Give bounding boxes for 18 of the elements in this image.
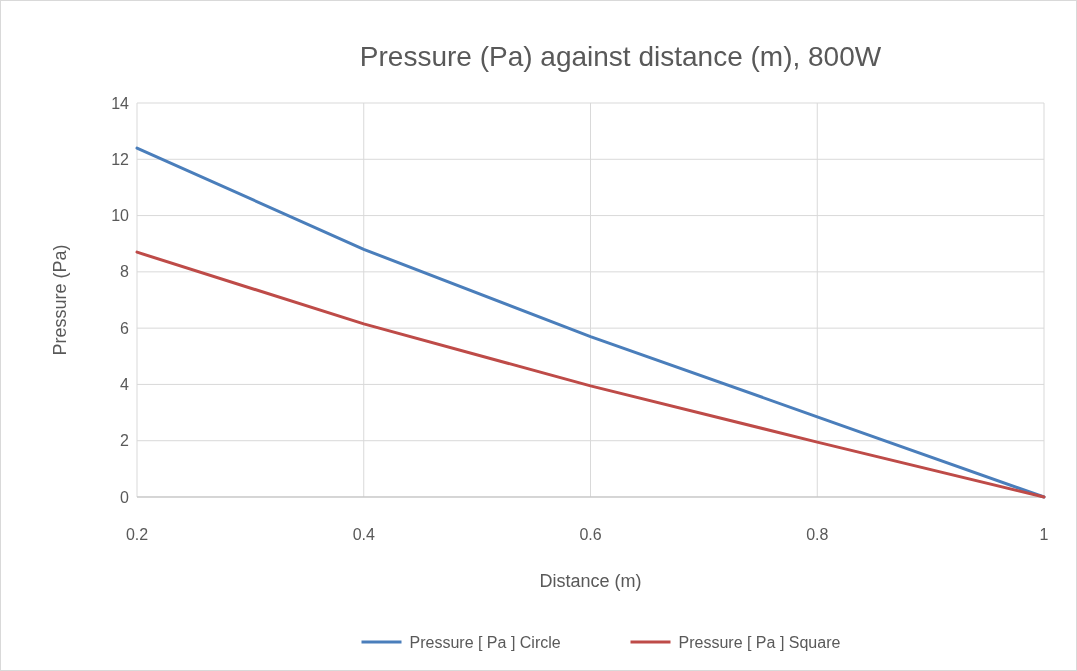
x-tick-label: 0.2 — [125, 526, 149, 543]
y-tick-label: 4 — [120, 376, 130, 394]
chart-title: Pressure (Pa) against distance (m), 800W — [359, 41, 882, 72]
y-tick-label: 2 — [120, 432, 130, 450]
y-tick-label: 12 — [111, 150, 130, 168]
y-tick-label: 8 — [120, 263, 130, 281]
y-tick-label: 0 — [120, 488, 130, 506]
x-tick-label: 0.6 — [579, 526, 602, 543]
y-tick-label: 10 — [111, 207, 130, 225]
x-tick-label: 0.8 — [806, 526, 829, 543]
y-tick-label: 14 — [111, 94, 130, 112]
y-axis-title: Pressure (Pa) — [50, 244, 70, 356]
legend-label: Pressure [ Pa ] Square — [678, 633, 841, 651]
legend-label: Pressure [ Pa ] Circle — [409, 633, 561, 651]
x-tick-label: 1 — [1039, 526, 1049, 543]
x-tick-label: 0.4 — [352, 526, 375, 543]
x-axis-title: Distance (m) — [539, 571, 642, 591]
y-tick-label: 6 — [120, 319, 130, 337]
